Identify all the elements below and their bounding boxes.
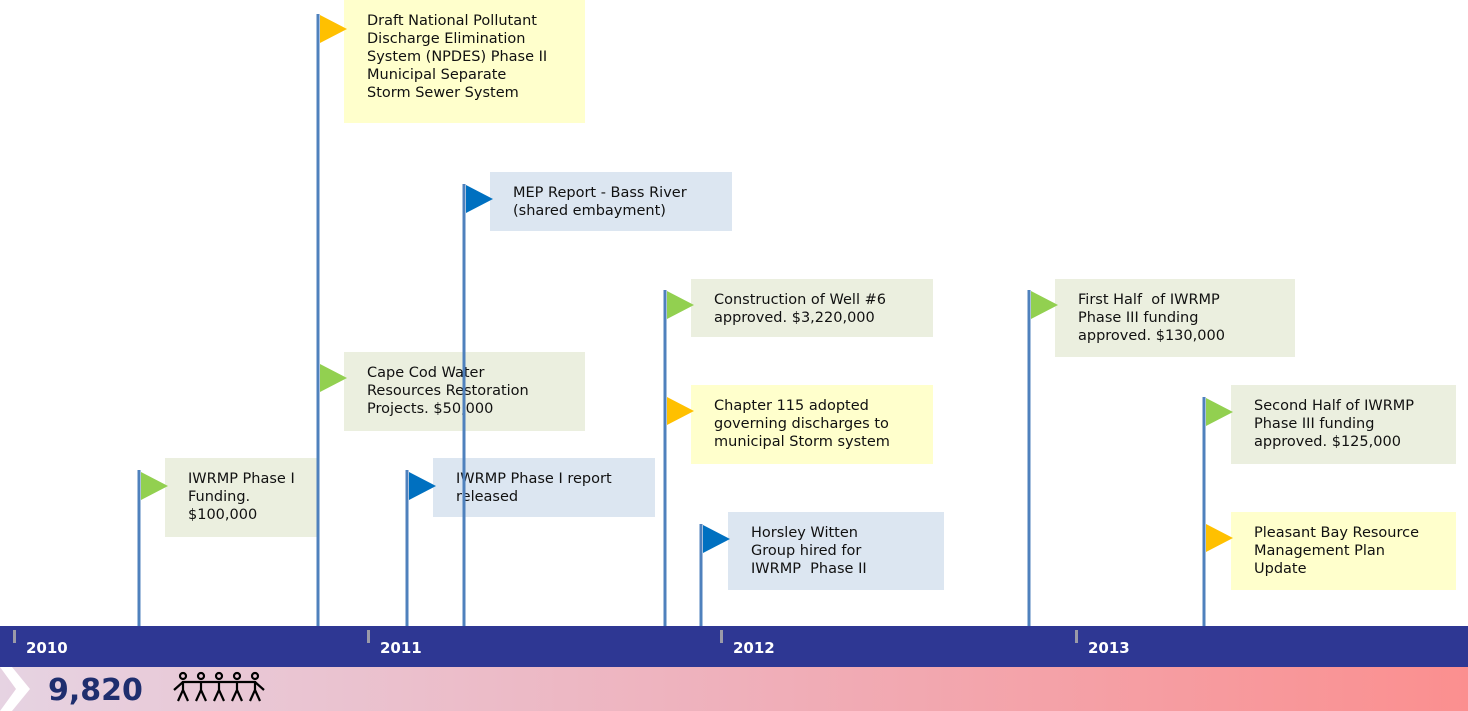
flag (703, 525, 730, 553)
event-text: Update (1254, 561, 1307, 577)
event-text: (shared embayment) (513, 203, 666, 219)
year-label: 2010 (26, 639, 68, 657)
event-text: Resources Restoration (367, 383, 529, 399)
event-box (433, 458, 655, 517)
event-text: Management Plan (1254, 543, 1385, 559)
year-label: 2011 (380, 639, 422, 657)
people-icon (173, 671, 265, 702)
event-box (691, 385, 933, 464)
flag (320, 15, 347, 43)
event-text: governing discharges to (714, 416, 889, 432)
event-text: Chapter 115 adopted (714, 398, 869, 414)
flag (409, 472, 436, 500)
event-box (490, 172, 732, 231)
event-text: Storm Sewer System (367, 85, 519, 101)
chevron (0, 667, 30, 711)
event-text: Municipal Separate (367, 67, 506, 83)
event-text: Phase III funding (1254, 416, 1374, 432)
population: 9,820 (48, 673, 143, 708)
event-text: Funding. (188, 489, 250, 505)
year-tick (367, 630, 370, 643)
year-tick (1075, 630, 1078, 643)
year-bar (0, 626, 1468, 667)
event-box (1231, 385, 1456, 464)
event-box (728, 512, 944, 590)
event-box (165, 458, 318, 537)
flag (667, 291, 694, 319)
event-text: Projects. $50,000 (367, 401, 493, 417)
year-tick (720, 630, 723, 643)
flag (320, 364, 347, 392)
flag (141, 472, 168, 500)
pole (663, 290, 667, 626)
event-text: System (NPDES) Phase II (367, 49, 547, 65)
year-tick (13, 630, 16, 643)
event-text: Discharge Elimination (367, 31, 525, 47)
pole (316, 14, 320, 626)
event-text: Horsley Witten (751, 525, 858, 541)
pole (1027, 290, 1031, 626)
flag (1206, 524, 1233, 552)
event-text: Cape Cod Water (367, 365, 484, 381)
event-text: $100,000 (188, 507, 257, 523)
event-box (344, 0, 585, 123)
event-text: Phase III funding (1078, 310, 1198, 326)
event-text: municipal Storm system (714, 434, 890, 450)
pole (1202, 397, 1206, 626)
event-text: released (456, 489, 518, 505)
event-text: Group hired for (751, 543, 861, 559)
event-text: IWRMP Phase I (188, 471, 295, 487)
event-text: Second Half of IWRMP (1254, 398, 1414, 414)
year-label: 2013 (1088, 639, 1130, 657)
year-label: 2012 (733, 639, 775, 657)
event-text: approved. $3,220,000 (714, 310, 875, 326)
flag (466, 185, 493, 213)
event-text: Draft National Pollutant (367, 13, 537, 29)
event-text: IWRMP Phase II (751, 561, 867, 577)
flag (1206, 398, 1233, 426)
pole (405, 470, 409, 626)
event-box (691, 279, 933, 337)
event-text: First Half of IWRMP (1078, 292, 1220, 308)
flag (1031, 291, 1058, 319)
event-text: MEP Report - Bass River (513, 185, 687, 201)
population-band (0, 667, 1468, 711)
event-text: Construction of Well #6 (714, 292, 886, 308)
pole (137, 470, 141, 626)
event-text: Pleasant Bay Resource (1254, 525, 1419, 541)
event-box (1231, 512, 1456, 590)
event-text: approved. $125,000 (1254, 434, 1401, 450)
event-text: IWRMP Phase I report (456, 471, 612, 487)
event-text: approved. $130,000 (1078, 328, 1225, 344)
pole (462, 184, 466, 626)
flag (667, 397, 694, 425)
event-box (1055, 279, 1295, 357)
pole (699, 524, 703, 626)
